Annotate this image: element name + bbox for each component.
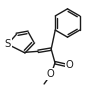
Text: O: O	[66, 60, 74, 70]
Text: S: S	[5, 39, 11, 49]
Text: O: O	[46, 69, 54, 79]
